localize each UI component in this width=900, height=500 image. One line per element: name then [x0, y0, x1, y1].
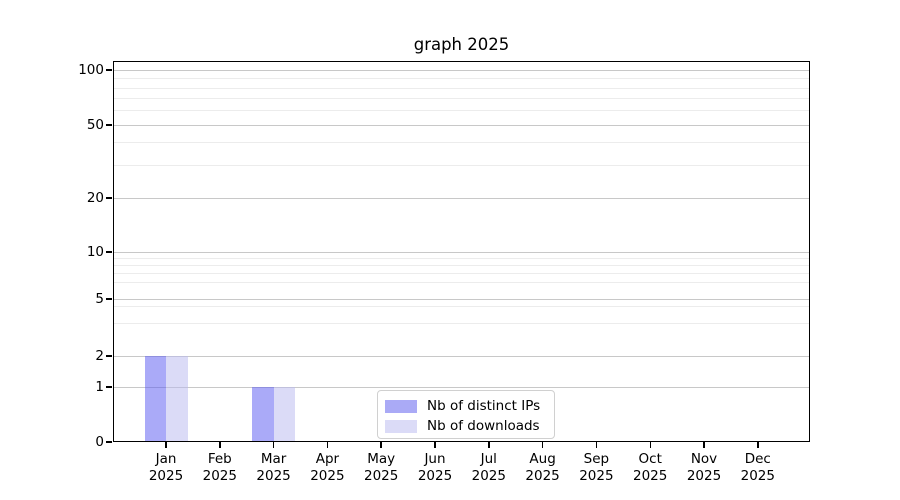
major-gridline [113, 70, 810, 71]
y-tick-mark [106, 124, 112, 126]
bar-nb-of-downloads [166, 356, 188, 442]
legend-swatch [385, 399, 417, 413]
x-tick-mark [595, 442, 598, 448]
x-tick-label: Apr 2025 [310, 451, 345, 484]
y-tick-mark [106, 298, 112, 300]
legend-row: Nb of downloads [385, 416, 554, 436]
minor-gridline [113, 78, 810, 80]
minor-gridline [113, 98, 810, 100]
y-tick-label: 10 [86, 243, 104, 260]
x-tick-label: May 2025 [364, 451, 399, 484]
minor-gridline [113, 305, 810, 307]
y-tick-label: 50 [86, 116, 104, 133]
y-tick-mark [106, 441, 112, 443]
minor-gridline [113, 87, 810, 89]
x-tick-mark [219, 442, 221, 448]
x-tick-label: Jul 2025 [471, 451, 506, 484]
x-tick-mark [326, 442, 329, 448]
legend-label: Nb of downloads [427, 418, 540, 434]
x-tick-mark [703, 442, 705, 448]
x-tick-mark [380, 442, 382, 448]
bar-nb-of-distinct-ips [252, 387, 274, 442]
x-tick-mark [541, 442, 544, 448]
y-tick-mark [106, 386, 112, 388]
legend-row: Nb of distinct IPs [385, 396, 554, 416]
x-tick-label: Jan 2025 [148, 451, 184, 484]
legend-label: Nb of distinct IPs [427, 398, 541, 414]
x-tick-label: Oct 2025 [633, 451, 668, 484]
x-tick-label: Dec 2025 [740, 451, 775, 484]
major-gridline [113, 299, 810, 301]
major-gridline [113, 252, 810, 253]
x-tick-mark [434, 442, 436, 448]
x-tick-label: Feb 2025 [202, 451, 237, 484]
legend-swatch [385, 419, 417, 433]
x-tick-mark [165, 442, 167, 448]
plot-area [113, 61, 810, 442]
x-tick-label: Sep 2025 [579, 451, 614, 484]
minor-gridline [113, 265, 810, 267]
legend-rows: Nb of distinct IPs Nb of downloads [385, 396, 554, 436]
y-tick-label: 100 [78, 61, 104, 78]
legend: Nb of distinct IPs Nb of downloads [377, 390, 555, 439]
major-gridline [113, 125, 810, 126]
y-tick-label: 2 [95, 347, 104, 364]
x-tick-mark [272, 442, 275, 448]
minor-gridline [113, 272, 810, 274]
x-tick-mark [488, 442, 490, 448]
minor-gridline [113, 165, 810, 167]
x-tick-mark [649, 442, 651, 448]
x-tick-label: Aug 2025 [525, 451, 560, 484]
x-tick-mark [757, 442, 759, 448]
y-tick-mark [106, 69, 112, 71]
minor-gridline [113, 110, 810, 112]
y-tick-mark [106, 251, 112, 253]
major-gridline [113, 198, 810, 199]
y-tick-mark [106, 355, 112, 357]
major-gridline [113, 387, 810, 388]
minor-gridline [113, 281, 810, 283]
y-tick-label: 20 [86, 189, 104, 206]
y-tick-mark [106, 197, 112, 199]
minor-gridline [113, 258, 810, 260]
bar-nb-of-distinct-ips [144, 356, 166, 442]
bar-nb-of-downloads [273, 387, 296, 442]
x-tick-label: Jun 2025 [417, 451, 453, 484]
major-gridline [113, 356, 810, 357]
chart-title: graph 2025 [413, 35, 510, 54]
y-tick-label: 0 [95, 433, 104, 450]
minor-gridline [113, 142, 810, 144]
x-tick-label: Nov 2025 [686, 451, 722, 484]
minor-gridline [113, 322, 810, 324]
y-tick-label: 5 [95, 290, 104, 307]
x-tick-label: Mar 2025 [256, 451, 291, 484]
y-tick-label: 1 [95, 378, 104, 395]
